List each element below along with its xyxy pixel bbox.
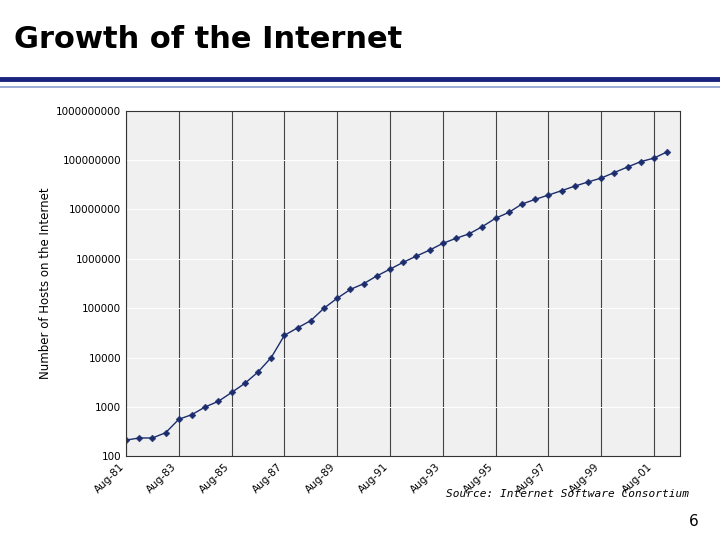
Text: Source: Internet Software Consortium: Source: Internet Software Consortium — [446, 489, 690, 499]
Text: 6: 6 — [688, 514, 698, 529]
Text: Growth of the Internet: Growth of the Internet — [14, 25, 402, 55]
Y-axis label: Number of Hosts on the Internet: Number of Hosts on the Internet — [39, 188, 52, 379]
